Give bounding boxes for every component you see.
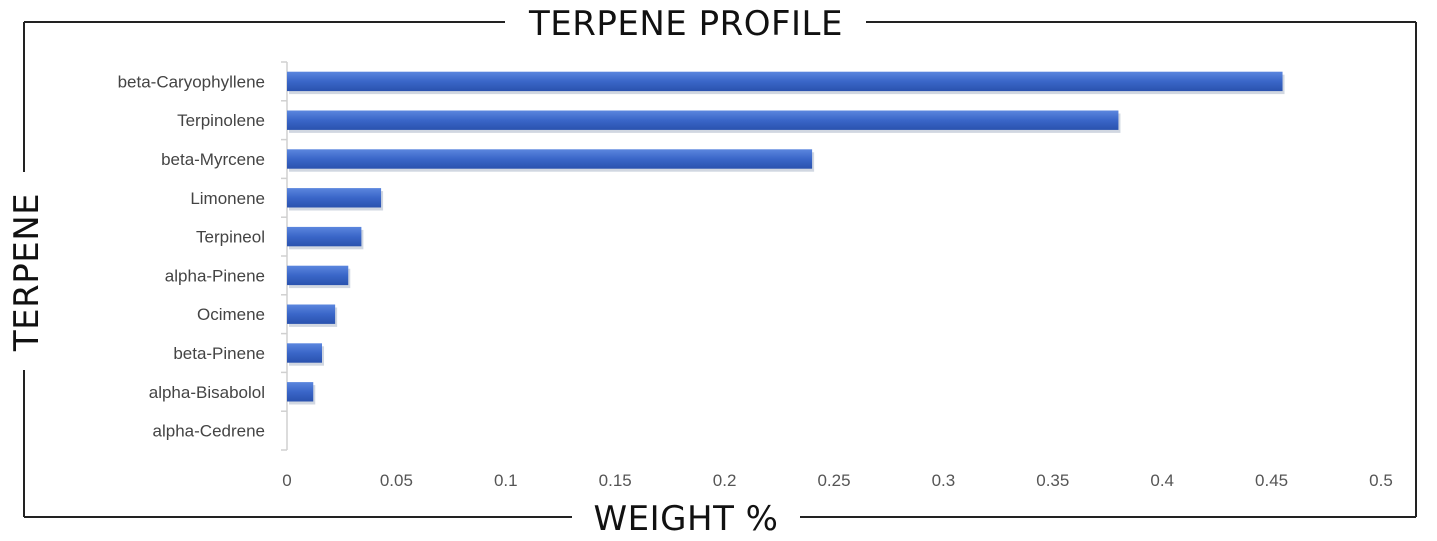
x-tick-label: 0.5	[1369, 471, 1393, 490]
category-label: beta-Caryophyllene	[118, 72, 265, 91]
x-tick-label: 0.25	[817, 471, 850, 490]
x-tick-label: 0.45	[1255, 471, 1288, 490]
category-label: beta-Myrcene	[161, 150, 265, 169]
bar	[287, 188, 382, 208]
x-tick-label: 0.35	[1036, 471, 1069, 490]
x-tick-label: 0.2	[713, 471, 737, 490]
category-label: alpha-Bisabolol	[149, 383, 265, 402]
bar	[287, 71, 1283, 92]
category-label: Ocimene	[197, 305, 265, 324]
bar	[287, 265, 349, 286]
y-axis-ticks	[281, 61, 287, 451]
category-labels: beta-Caryophyllene Terpinolene beta-Myrcen…	[118, 72, 265, 440]
x-tick-label: 0.4	[1150, 471, 1174, 490]
x-tick-label: 0	[282, 471, 291, 490]
bar	[287, 382, 314, 402]
x-tick-labels: 0 0.05 0.1 0.15 0.2 0.25 0.3 0.35 0.4 0.45 0.5	[282, 471, 1393, 490]
x-tick-label: 0.3	[932, 471, 956, 490]
category-label: Terpineol	[196, 228, 265, 247]
bar	[287, 110, 1119, 130]
bar	[287, 304, 336, 324]
x-tick-label: 0.1	[494, 471, 518, 490]
category-label: alpha-Cedrene	[153, 422, 265, 441]
y-axis-title: TERPENE	[7, 193, 47, 352]
plot-area: beta-Caryophyllene Terpinolene beta-Myrcen…	[118, 61, 1393, 490]
x-tick-label: 0.15	[599, 471, 632, 490]
chart-title: TERPENE PROFILE	[528, 4, 843, 44]
category-label: alpha-Pinene	[165, 266, 265, 285]
bar	[287, 343, 323, 363]
chart-frame	[23, 21, 1417, 518]
category-label: beta-Pinene	[173, 344, 265, 363]
bar	[287, 149, 813, 169]
category-label: Limonene	[190, 189, 265, 208]
x-axis-title: WEIGHT %	[594, 499, 779, 536]
x-tick-label: 0.05	[380, 471, 413, 490]
bar	[287, 226, 362, 247]
category-label: Terpinolene	[177, 111, 265, 130]
bars	[287, 71, 1285, 405]
